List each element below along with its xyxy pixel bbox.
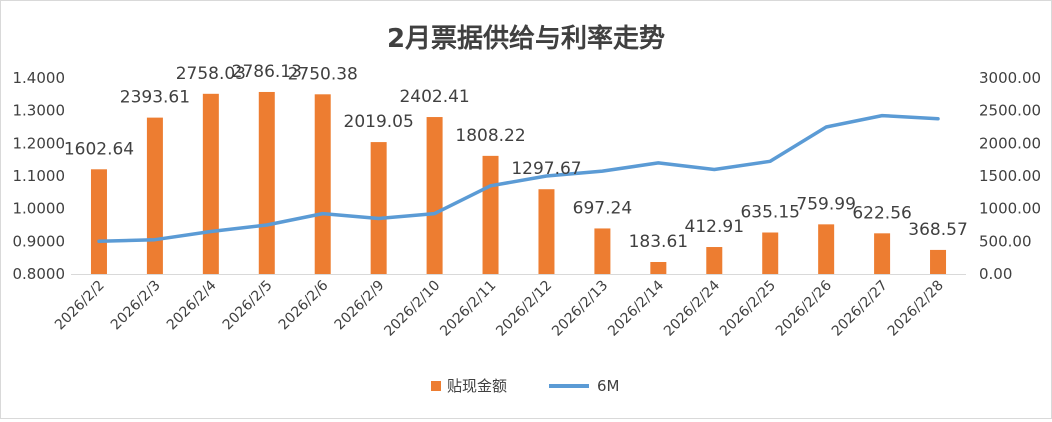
x-tick-label: 2026/2/14 — [605, 277, 667, 339]
x-tick-label: 2026/2/27 — [829, 278, 891, 340]
right-tick-label: 3000.00 — [979, 69, 1041, 87]
bar — [818, 224, 835, 274]
line-series — [97, 113, 940, 244]
bar-data-label: 2750.38 — [288, 64, 358, 84]
bar-data-label: 368.57 — [908, 220, 967, 240]
bar-data-label: 2402.41 — [399, 87, 469, 107]
right-axis: 0.00 500.00 1000.00 1500.00 2000.00 2500.00 30… — [979, 69, 1041, 283]
left-tick-label: 1.4000 — [13, 69, 66, 87]
bar-data-label: 2786.13 — [232, 62, 302, 82]
chart-title: 2月票据供给与利率走势 — [387, 23, 665, 54]
left-tick-label: 0.9000 — [13, 232, 66, 250]
x-tick-label: 2026/2/26 — [773, 277, 835, 339]
x-tick-label: 2026/2/28 — [885, 278, 947, 340]
legend-label-bar: 贴现金额 — [447, 377, 507, 395]
bar-data-label: 2393.61 — [120, 88, 190, 108]
bar — [482, 155, 499, 274]
right-tick-label: 2500.00 — [979, 102, 1041, 120]
bar — [930, 249, 947, 274]
bar — [874, 233, 891, 274]
bar — [202, 93, 219, 274]
bar — [706, 247, 723, 274]
x-tick-label: 2026/2/4 — [164, 277, 220, 333]
right-tick-label: 2000.00 — [979, 134, 1041, 152]
left-axis: 0.8000 0.9000 1.0000 1.1000 1.2000 1.3000 1.40… — [13, 69, 66, 283]
bar — [314, 94, 331, 275]
bar — [762, 232, 779, 274]
x-tick-label: 2026/2/3 — [108, 278, 164, 334]
x-tick-label: 2026/2/9 — [332, 278, 388, 334]
right-tick-label: 1500.00 — [979, 167, 1041, 185]
right-tick-label: 500.00 — [979, 232, 1032, 250]
bar-data-label: 183.61 — [629, 232, 688, 252]
bar-data-label: 412.91 — [685, 217, 744, 237]
x-tick-label: 2026/2/13 — [549, 278, 611, 340]
left-tick-label: 1.1000 — [13, 167, 66, 185]
bar-series — [90, 91, 947, 275]
left-tick-label: 1.0000 — [13, 200, 66, 218]
right-tick-label: 0.00 — [979, 265, 1012, 283]
right-tick-label: 1000.00 — [979, 200, 1041, 218]
bar — [594, 228, 611, 274]
bar-data-label: 635.15 — [740, 203, 799, 223]
x-axis: 2026/2/2 2026/2/3 2026/2/4 2026/2/5 2026/2/6… — [52, 274, 966, 340]
legend-label-line: 6M — [597, 377, 620, 395]
bar-data-label: 1808.22 — [455, 126, 525, 146]
x-tick-label: 2026/2/12 — [493, 278, 555, 340]
bar — [146, 117, 163, 274]
x-tick-label: 2026/2/10 — [381, 278, 443, 340]
bar — [538, 189, 555, 274]
bar — [426, 117, 443, 275]
x-tick-label: 2026/2/24 — [661, 277, 723, 339]
bar-data-label: 1297.67 — [511, 159, 581, 179]
x-tick-label: 2026/2/11 — [437, 278, 499, 340]
x-tick-label: 2026/2/2 — [52, 278, 108, 334]
bar — [258, 91, 275, 274]
bar-data-label: 1602.64 — [64, 139, 134, 159]
series-line-6m — [97, 113, 940, 244]
bar-data-label: 759.99 — [796, 194, 855, 214]
bar-data-label: 2019.05 — [344, 112, 414, 132]
bar — [90, 169, 107, 274]
legend-swatch-bar — [431, 381, 441, 391]
bar-data-label: 2758.03 — [176, 64, 246, 84]
left-tick-label: 1.3000 — [13, 102, 66, 120]
bar — [650, 262, 667, 274]
left-tick-label: 1.2000 — [13, 134, 66, 152]
bar-data-label: 622.56 — [852, 203, 911, 223]
left-tick-label: 0.8000 — [13, 265, 66, 283]
x-tick-label: 2026/2/25 — [717, 278, 779, 340]
x-tick-label: 2026/2/5 — [220, 278, 276, 334]
x-tick-label: 2026/2/6 — [276, 277, 332, 333]
bar-data-label: 697.24 — [573, 198, 632, 218]
bar — [370, 142, 387, 274]
legend: 贴现金额 6M — [431, 377, 620, 395]
